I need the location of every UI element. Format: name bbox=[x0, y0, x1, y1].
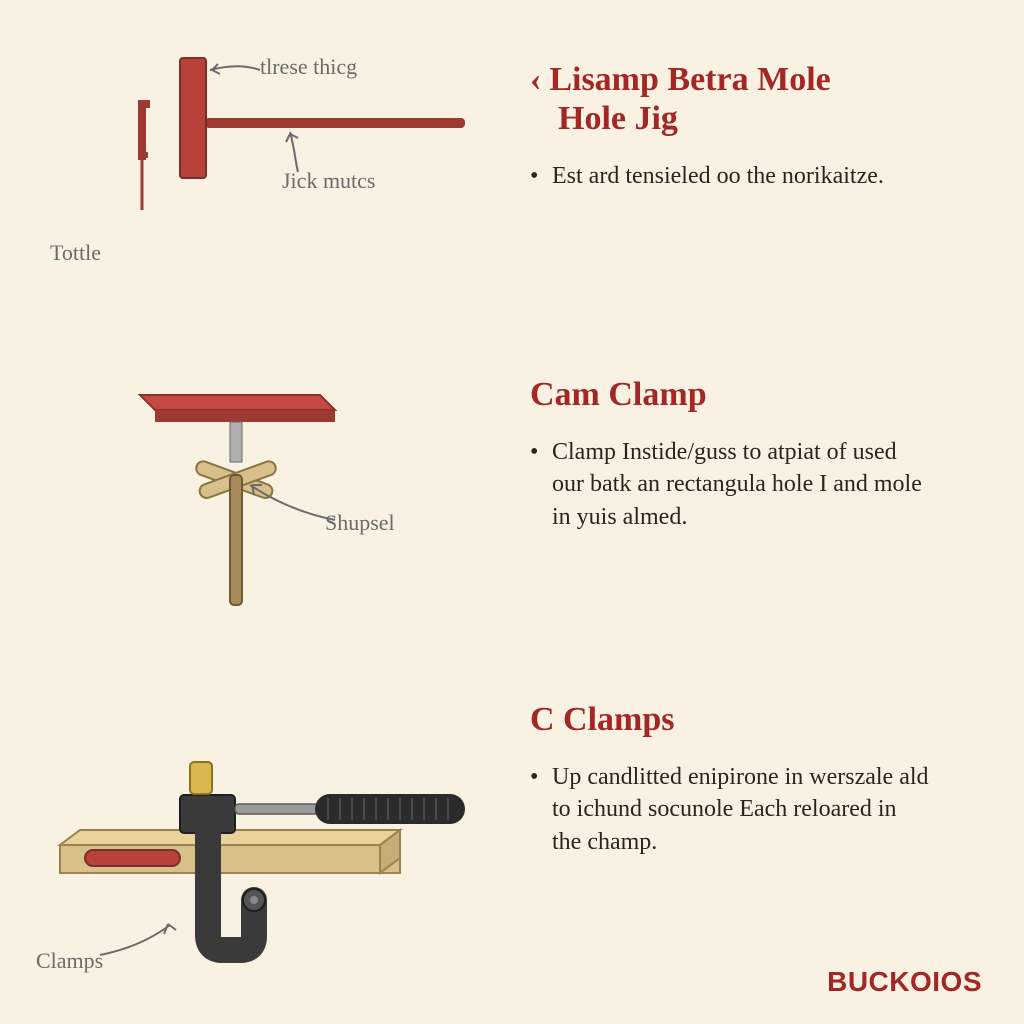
annot-left-1: Tottle bbox=[50, 240, 101, 266]
section-3-bullet: Up candlitted enipirone in werszale ald … bbox=[530, 761, 930, 858]
section-1-title: ‹Lisamp Betra Mole Hole Jig bbox=[530, 60, 970, 138]
hole-jig-illustration: tlrese thicg Jick mutcs Tottle bbox=[60, 40, 490, 300]
section-1-bullet: Est ard tensieled oo the norikaitze. bbox=[530, 160, 890, 192]
section-3-text: C Clamps Up candlitted enipirone in wers… bbox=[530, 700, 970, 858]
c-clamp-illustration: Clamps bbox=[40, 700, 500, 990]
annot-mid-1: Jick mutcs bbox=[282, 168, 376, 194]
section-3-title: C Clamps bbox=[530, 700, 970, 739]
section-1-text: ‹Lisamp Betra Mole Hole Jig Est ard tens… bbox=[530, 60, 970, 193]
section-2-text: Cam Clamp Clamp Instide/guss to atpiat o… bbox=[530, 375, 970, 533]
chevron-left-icon: ‹ bbox=[530, 61, 541, 98]
section-2-title: Cam Clamp bbox=[530, 375, 970, 414]
annot-mid-2: Shupsel bbox=[325, 510, 395, 536]
brand-logo: BUCKOIOS bbox=[827, 966, 982, 998]
annot-top-1: tlrese thicg bbox=[260, 54, 357, 80]
annot-left-3: Clamps bbox=[36, 948, 103, 974]
cam-clamp-illustration: Shupsel bbox=[110, 365, 470, 645]
section-2-bullet: Clamp Instide/guss to atpiat of used our… bbox=[530, 436, 930, 533]
